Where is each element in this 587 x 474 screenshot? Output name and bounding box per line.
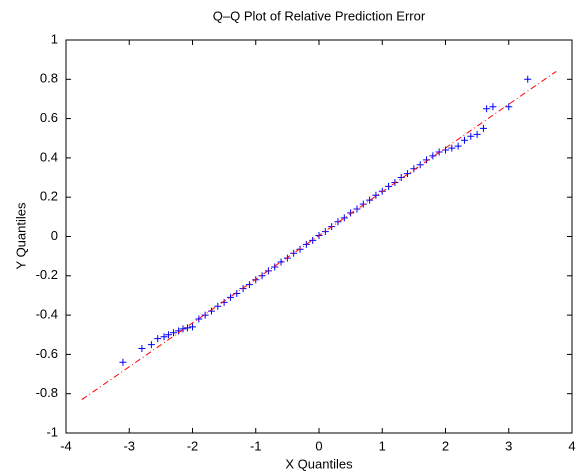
data-point (524, 75, 532, 83)
data-point (119, 358, 127, 366)
data-point (207, 307, 215, 315)
data-point (179, 325, 187, 333)
data-point (340, 214, 348, 222)
y-tick-label: -0.4 (36, 307, 58, 322)
data-point (226, 293, 234, 301)
x-tick-label: 1 (379, 438, 386, 453)
x-tick-label: 4 (568, 438, 575, 453)
data-point (302, 240, 310, 248)
x-tick-label: 2 (442, 438, 449, 453)
data-point (160, 333, 168, 341)
data-point (214, 302, 222, 310)
data-point (473, 130, 481, 138)
y-tick-label: -0.2 (36, 267, 58, 282)
data-point (334, 218, 342, 226)
data-point (489, 103, 497, 111)
data-point (483, 105, 491, 113)
y-tick-label: -1 (46, 424, 58, 439)
data-point (154, 335, 162, 343)
data-point (290, 249, 298, 257)
data-point (366, 196, 374, 204)
data-point (505, 103, 513, 111)
data-point (416, 161, 424, 169)
data-point (164, 331, 172, 339)
data-point (385, 182, 393, 190)
data-point (170, 329, 178, 337)
x-tick-label: -2 (187, 438, 199, 453)
data-point (201, 311, 209, 319)
data-point (429, 152, 437, 160)
x-tick-label: -3 (123, 438, 135, 453)
y-tick-label: 0.2 (40, 189, 58, 204)
y-tick-label: 0.8 (40, 71, 58, 86)
data-point (454, 142, 462, 150)
x-tick-label: 0 (315, 438, 322, 453)
data-point (283, 254, 291, 262)
data-point (195, 315, 203, 323)
reference-line (81, 71, 557, 401)
y-tick-label: 0.4 (40, 149, 58, 164)
data-point (479, 124, 487, 132)
x-axis-label: X Quantiles (285, 456, 353, 471)
x-tick-label: -1 (250, 438, 262, 453)
data-point (467, 132, 475, 140)
data-point (271, 263, 279, 271)
data-point (277, 258, 285, 266)
x-tick-label: -4 (60, 438, 72, 453)
data-point (245, 281, 253, 289)
data-point (189, 323, 196, 331)
data-point (147, 341, 155, 349)
data-point (296, 245, 304, 253)
y-tick-label: 1 (51, 31, 58, 46)
y-tick-label: 0.6 (40, 110, 58, 125)
y-tick-label: -0.8 (36, 385, 58, 400)
data-point (258, 272, 266, 280)
data-point (372, 191, 380, 199)
y-axis-label: Y Quantiles (13, 202, 28, 269)
data-point (138, 345, 146, 353)
chart-title: Q–Q Plot of Relative Prediction Error (213, 8, 426, 23)
data-point (404, 170, 412, 178)
data-point (347, 209, 355, 217)
data-point (183, 324, 191, 332)
x-tick-label: 3 (505, 438, 512, 453)
y-tick-label: -0.6 (36, 346, 58, 361)
y-tick-label: 0 (51, 228, 58, 243)
data-point (460, 136, 468, 144)
data-point (359, 200, 367, 208)
data-point (448, 144, 456, 152)
data-point (309, 236, 317, 244)
